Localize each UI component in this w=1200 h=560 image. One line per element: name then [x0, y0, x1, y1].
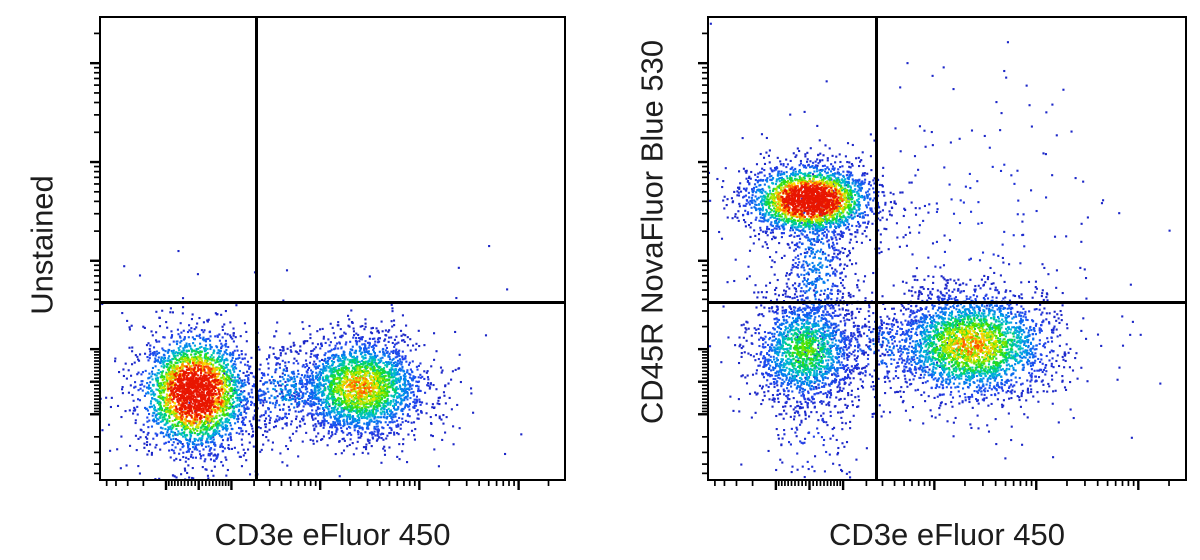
right-panel-y-axis-label: CD45R NovaFluor Blue 530 [634, 39, 670, 425]
right-quadrant-gate-horizontal-line [707, 301, 1187, 305]
left-quadrant-gate-horizontal-line [99, 301, 566, 305]
left-plot-frame [99, 16, 566, 481]
right-quadrant-gate-vertical-line [875, 16, 879, 481]
right-plot-frame [707, 16, 1187, 481]
left-panel-y-axis-label: Unstained [24, 175, 60, 315]
left-panel-x-axis-label: CD3e eFluor 450 [214, 517, 451, 552]
right-flow-plot [693, 16, 1187, 495]
left-quadrant-gate-vertical-line [255, 16, 259, 481]
left-flow-plot [85, 16, 566, 495]
right-scatter-density-canvas [693, 16, 1187, 495]
right-panel-x-axis-label: CD3e eFluor 450 [828, 517, 1066, 552]
left-scatter-density-canvas [85, 16, 566, 495]
